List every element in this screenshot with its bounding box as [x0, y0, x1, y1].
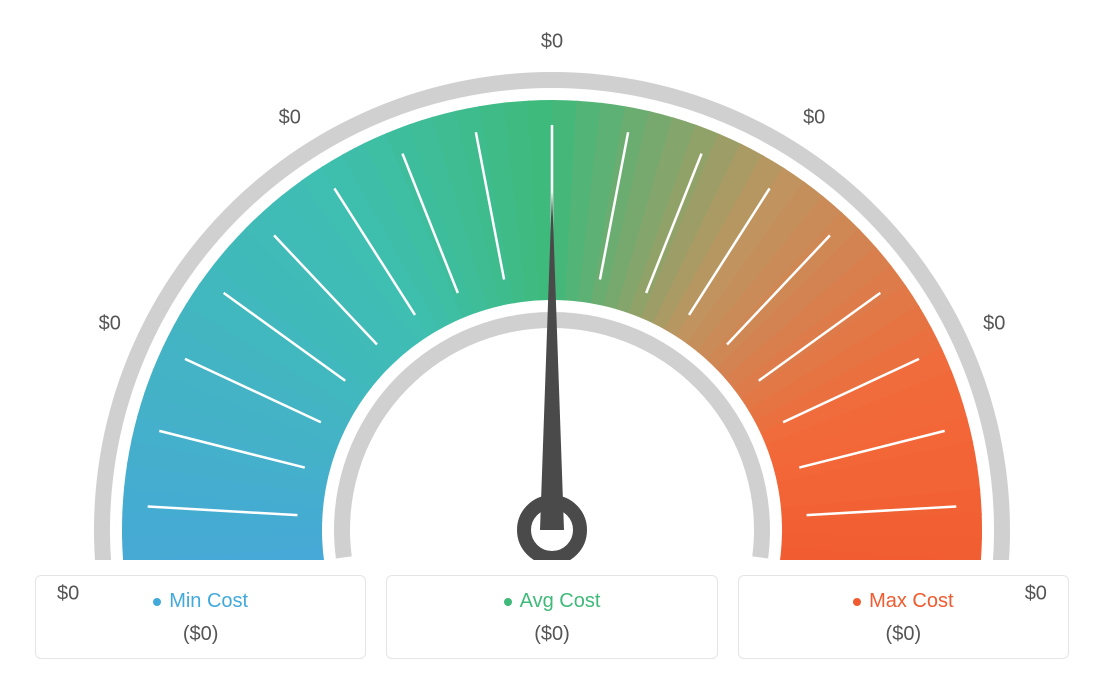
legend-card-min: Min Cost ($0): [35, 575, 366, 659]
legend-value: ($0): [46, 623, 355, 646]
legend-value: ($0): [749, 623, 1058, 646]
gauge-cost-chart: $0$0$0$0$0$0$0 Min Cost ($0) Avg Cost ($…: [0, 0, 1104, 690]
legend-card-avg: Avg Cost ($0): [386, 575, 717, 659]
legend-value: ($0): [397, 623, 706, 646]
legend-title-avg: Avg Cost: [504, 590, 601, 613]
legend-label: Max Cost: [869, 590, 953, 613]
dot-icon: [153, 598, 161, 606]
legend-label: Min Cost: [169, 590, 248, 613]
legend-title-min: Min Cost: [153, 590, 248, 613]
legend-row: Min Cost ($0) Avg Cost ($0) Max Cost ($0…: [35, 575, 1069, 659]
scale-label: $0: [541, 31, 563, 54]
dot-icon: [504, 598, 512, 606]
legend-title-max: Max Cost: [853, 590, 953, 613]
scale-label: $0: [983, 312, 1005, 335]
legend-card-max: Max Cost ($0): [738, 575, 1069, 659]
legend-label: Avg Cost: [520, 590, 601, 613]
scale-label: $0: [99, 312, 121, 335]
gauge-area: $0$0$0$0$0$0$0: [0, 0, 1104, 560]
scale-label: $0: [279, 107, 301, 130]
gauge-svg: [0, 0, 1104, 560]
scale-label: $0: [803, 107, 825, 130]
dot-icon: [853, 598, 861, 606]
